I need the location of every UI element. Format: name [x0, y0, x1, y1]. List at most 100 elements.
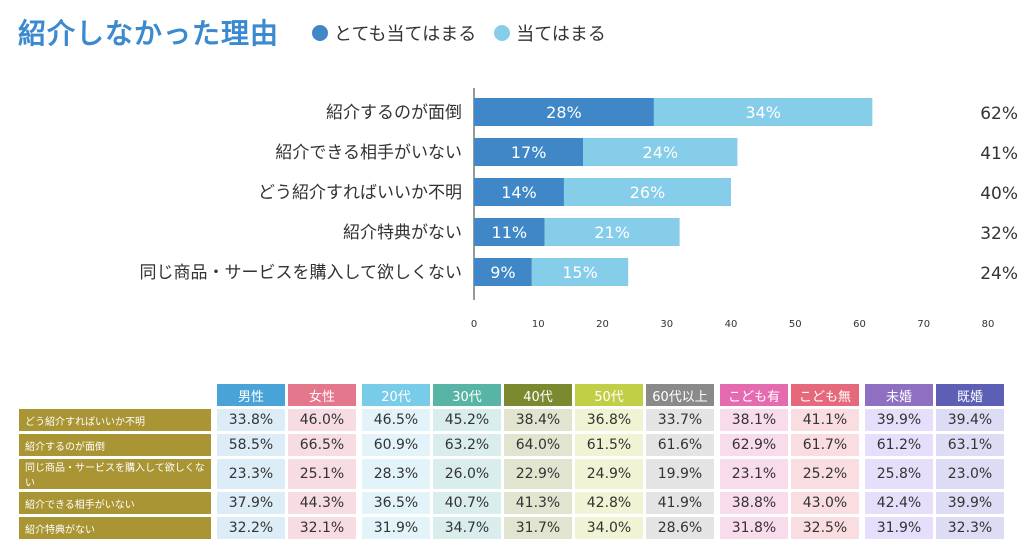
x-tick-label: 10 — [532, 319, 545, 330]
table-cell: 25.1% — [288, 459, 356, 489]
bar-segment — [474, 178, 564, 206]
bar-value-label: 21% — [594, 223, 630, 242]
table-cell: 63.2% — [433, 434, 501, 456]
table-cell: 19.9% — [646, 459, 714, 489]
table-cell: 25.2% — [791, 459, 859, 489]
column-header: 既婚 — [936, 384, 1004, 406]
table-cell: 41.9% — [646, 492, 714, 514]
stacked-bar-chart: 0 10 20 30 40 50 60 70 80 紹介するのが面倒 28% 34% 62% 紹介できる相… — [140, 88, 1018, 330]
table-cell: 26.0% — [433, 459, 501, 489]
legend-item-agree: 当てはまる — [494, 20, 606, 46]
table-cell: 46.5% — [362, 409, 430, 431]
table-cell: 34.7% — [433, 517, 501, 539]
total-value-label: 40% — [980, 184, 1018, 204]
table-cell: 31.7% — [504, 517, 572, 539]
table-cell: 38.4% — [504, 409, 572, 431]
row-label: 紹介するのが面倒 — [19, 434, 211, 456]
table-cell: 32.5% — [791, 517, 859, 539]
table-cell: 39.4% — [936, 409, 1004, 431]
table-row: 紹介できる相手がいない 37.9% 44.3% 36.5% 40.7% 41.3% 42.8… — [19, 492, 1004, 514]
table-cell: 23.1% — [720, 459, 788, 489]
category-label: 同じ商品・サービスを購入して欲しくない — [140, 263, 463, 283]
chart-legend: とても当てはまる 当てはまる — [312, 20, 606, 46]
bar-value-label: 34% — [745, 103, 781, 122]
legend-label-agree: 当てはまる — [516, 24, 606, 45]
table-cell: 39.9% — [865, 409, 933, 431]
table-cell: 22.9% — [504, 459, 572, 489]
table-cell: 40.7% — [433, 492, 501, 514]
table-row: 紹介特典がない 32.2% 32.1% 31.9% 34.7% 31.7% 34.0% 28.… — [19, 517, 1004, 539]
table-row: 同じ商品・サービスを購入して欲しくない 23.3% 25.1% 28.3% 26.0% 2… — [19, 459, 1004, 489]
x-tick-label: 80 — [982, 319, 995, 330]
column-header: こども有 — [720, 384, 788, 406]
x-tick-label: 40 — [725, 319, 738, 330]
table-cell: 23.0% — [936, 459, 1004, 489]
table-cell: 42.8% — [575, 492, 643, 514]
table-cell: 28.6% — [646, 517, 714, 539]
bar-value-label: 15% — [562, 263, 598, 282]
table-cell: 33.8% — [217, 409, 285, 431]
table-cell: 32.2% — [217, 517, 285, 539]
legend-label-strongly-agree: とても当てはまる — [334, 24, 477, 45]
category-label: 紹介特典がない — [343, 223, 462, 243]
row-label: 同じ商品・サービスを購入して欲しくない — [19, 459, 211, 489]
row-label: 紹介できる相手がいない — [19, 492, 211, 514]
table-cell: 66.5% — [288, 434, 356, 456]
table-row: 紹介するのが面倒 58.5% 66.5% 60.9% 63.2% 64.0% 61.5% 61… — [19, 434, 1004, 456]
bar-segment — [474, 138, 584, 166]
total-value-label: 62% — [980, 104, 1018, 124]
table-cell: 61.7% — [791, 434, 859, 456]
table-cell: 23.3% — [217, 459, 285, 489]
table-cell: 32.3% — [936, 517, 1004, 539]
table-cell: 31.9% — [865, 517, 933, 539]
column-header: 女性 — [288, 384, 356, 406]
table-cell: 43.0% — [791, 492, 859, 514]
table-cell: 36.8% — [575, 409, 643, 431]
table-cell: 60.9% — [362, 434, 430, 456]
x-tick-label: 20 — [596, 319, 609, 330]
category-label: 紹介するのが面倒 — [326, 103, 462, 123]
column-header: 40代 — [504, 384, 572, 406]
table-cell: 63.1% — [936, 434, 1004, 456]
table-cell: 38.1% — [720, 409, 788, 431]
table-cell: 61.5% — [575, 434, 643, 456]
x-tick-label: 50 — [789, 319, 802, 330]
table-cell: 44.3% — [288, 492, 356, 514]
table-cell: 37.9% — [217, 492, 285, 514]
bar-segment — [563, 178, 731, 206]
category-label: どう紹介すればいいか不明 — [258, 183, 462, 203]
bar-segment — [474, 258, 532, 286]
table-cell: 58.5% — [217, 434, 285, 456]
column-header: 20代 — [362, 384, 430, 406]
legend-item-strongly-agree: とても当てはまる — [312, 20, 476, 46]
table-cell: 31.9% — [362, 517, 430, 539]
table-cell: 42.4% — [865, 492, 933, 514]
table-cell: 61.2% — [865, 434, 933, 456]
x-tick-label: 30 — [660, 319, 673, 330]
table-cell: 34.0% — [575, 517, 643, 539]
table-cell: 41.3% — [504, 492, 572, 514]
table-cell: 61.6% — [646, 434, 714, 456]
page-title: 紹介しなかった理由 — [18, 17, 280, 50]
table-cell: 36.5% — [362, 492, 430, 514]
table-cell: 45.2% — [433, 409, 501, 431]
category-label: 紹介できる相手がいない — [275, 143, 462, 163]
table-cell: 25.8% — [865, 459, 933, 489]
column-header: 60代以上 — [646, 384, 714, 406]
table-cell: 39.9% — [936, 492, 1004, 514]
x-tick-label: 70 — [917, 319, 930, 330]
column-header: 男性 — [217, 384, 285, 406]
bar-segment — [531, 258, 629, 286]
bar-value-label: 9% — [490, 263, 515, 282]
total-value-label: 24% — [980, 264, 1018, 284]
bar-segment — [544, 218, 680, 246]
table-cell: 38.8% — [720, 492, 788, 514]
legend-swatch-agree — [494, 25, 511, 41]
table-cell: 31.8% — [720, 517, 788, 539]
demographic-table: 男性 女性 20代 30代 40代 50代 60代以上 こども有 こども無 未婚 既婚 どう紹介すれ… — [16, 381, 1007, 542]
bar-value-label: 24% — [643, 143, 679, 162]
column-header: 50代 — [575, 384, 643, 406]
table-header-row: 男性 女性 20代 30代 40代 50代 60代以上 こども有 こども無 未婚 既婚 — [19, 384, 1004, 406]
total-value-label: 32% — [980, 224, 1018, 244]
table-cell: 32.1% — [288, 517, 356, 539]
